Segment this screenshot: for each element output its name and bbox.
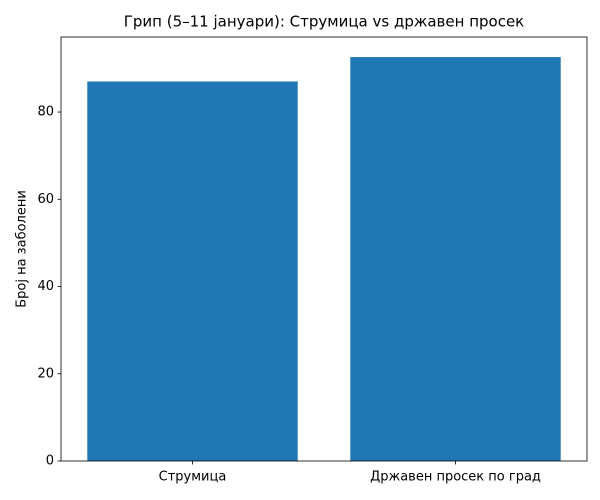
y-tick-label: 0 bbox=[46, 454, 54, 469]
y-tick-label: 80 bbox=[37, 105, 54, 120]
bar bbox=[87, 81, 298, 461]
y-tick-label: 20 bbox=[37, 366, 54, 381]
x-tick-label: Струмица bbox=[159, 470, 227, 485]
chart-title: Грип (5–11 јануари): Струмица vs државен… bbox=[124, 13, 525, 31]
x-tick-label: Државен просек по град bbox=[370, 470, 541, 485]
y-axis-label: Број на заболени bbox=[15, 190, 30, 308]
bar bbox=[350, 57, 561, 461]
plot-frame bbox=[60, 36, 588, 462]
y-tick-label: 40 bbox=[37, 279, 54, 294]
y-tick-label: 60 bbox=[37, 192, 54, 207]
